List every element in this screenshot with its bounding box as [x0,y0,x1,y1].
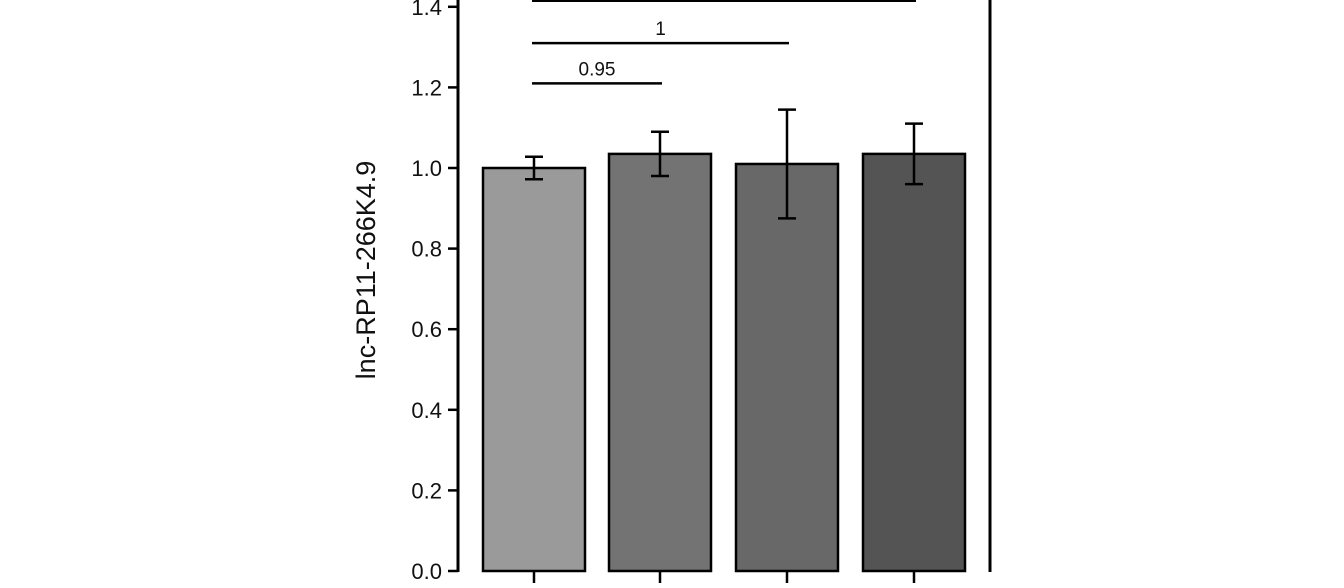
plot-frame [456,0,992,572]
comparison-label: 1 [655,19,666,40]
x-axis [532,572,916,585]
comparison-label: 0.95 [579,59,616,80]
bar [481,166,587,573]
y-tick-label: 0.4 [411,398,442,423]
bar [861,152,967,573]
bars [481,152,967,573]
y-tick-label: 0.0 [411,559,442,583]
bar [607,152,713,573]
error-bars [525,108,923,220]
bar [734,162,840,573]
y-tick-label: 1.0 [411,156,442,181]
y-tick-label: 0.2 [411,478,442,503]
comparison-brackets: 0.95 1 [532,0,916,85]
y-tick-label: 0.6 [411,317,442,342]
y-axis: 0.0 0.2 0.4 0.6 0.8 1.0 1.2 1.4 [411,0,458,584]
y-tick-label: 0.8 [411,237,442,262]
y-axis-label: lnc-RP11-266K4.9 [351,161,381,380]
y-tick-label: 1.4 [411,0,442,20]
y-tick-label: 1.2 [411,75,442,100]
